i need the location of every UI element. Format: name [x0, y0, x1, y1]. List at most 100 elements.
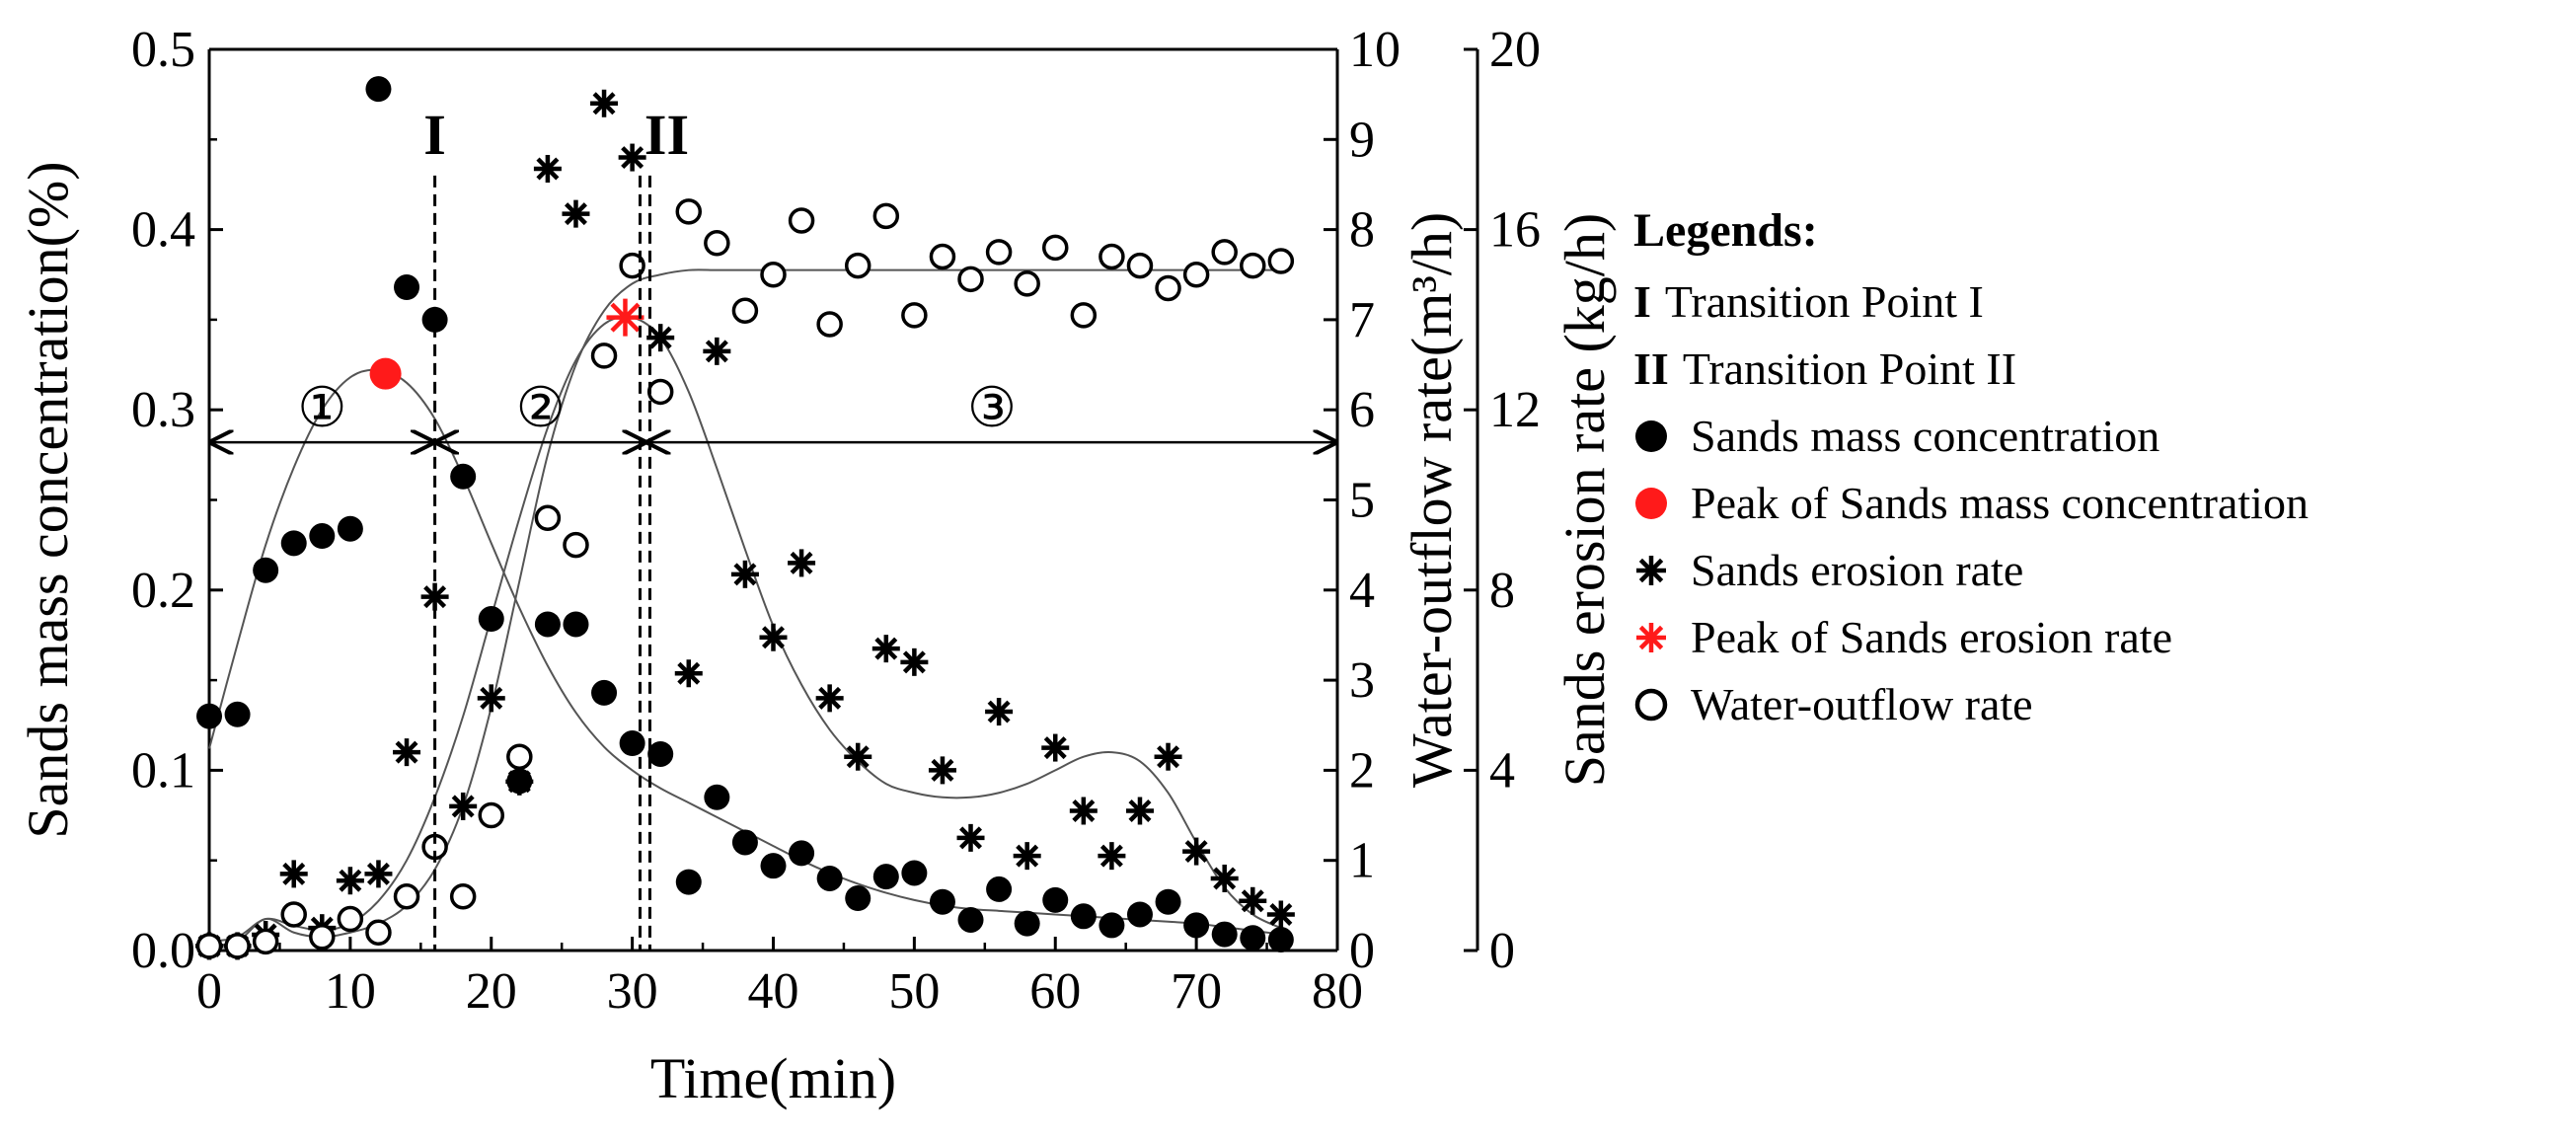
- data-point: [986, 876, 1013, 902]
- legend-label: Sands mass concentration: [1691, 411, 2160, 461]
- data-point: [590, 343, 618, 369]
- legend-item-transition-1: I Transition Point I: [1633, 268, 2309, 336]
- data-point: [309, 523, 336, 550]
- legend-item-outflow: Water-outflow rate: [1633, 671, 2309, 738]
- data-point: [1099, 912, 1125, 939]
- data-point: [1014, 910, 1040, 937]
- data-point: [985, 698, 1014, 726]
- data-point: [957, 266, 984, 293]
- red-filled-circle-icon: [1633, 484, 1691, 523]
- legend-label: Peak of Sands mass concentration: [1691, 478, 2309, 528]
- data-point: [364, 860, 393, 888]
- y-tick-label: 0.0: [131, 923, 195, 979]
- data-point: [1240, 925, 1266, 952]
- y-tick-label: 0.5: [131, 22, 195, 78]
- series-sands-erosion-rate: [195, 89, 1295, 960]
- data-point: [280, 530, 307, 557]
- data-point: [1182, 837, 1211, 866]
- data-point: [1069, 797, 1098, 825]
- data-point: [563, 531, 589, 559]
- data-point: [309, 924, 336, 951]
- data-point: [900, 647, 929, 676]
- asterisk-stroke: [1184, 840, 1208, 864]
- data-point: [337, 515, 363, 542]
- y-right2-tick-label: 0: [1489, 923, 1515, 979]
- x-tick-label: 50: [888, 963, 940, 1020]
- data-point: [871, 635, 900, 663]
- y-right1-tick-label: 6: [1349, 382, 1375, 438]
- data-point: [1240, 252, 1266, 279]
- asterisk-stroke: [1241, 889, 1264, 913]
- fit-curve-sands-erosion-rate-fit: [208, 315, 1282, 943]
- axes: 0 10 20 30 40 50 60 70 800.00.10.20.30.40.501234…: [16, 22, 1617, 1110]
- y-right1-tick-label: 2: [1349, 742, 1375, 799]
- data-point: [195, 933, 223, 959]
- legend-item-erosion-peak: Peak of Sands erosion rate: [1633, 604, 2309, 671]
- data-point: [1182, 262, 1210, 288]
- stage-label: ③: [967, 378, 1017, 439]
- filled-circle-icon: [1633, 417, 1691, 456]
- y-right1-tick-label: 4: [1349, 563, 1375, 619]
- data-point: [1267, 927, 1294, 953]
- data-point: [760, 853, 787, 879]
- data-point: [789, 840, 815, 867]
- asterisk-stroke: [339, 869, 362, 892]
- asterisk-stroke: [507, 770, 531, 794]
- data-point: [1211, 921, 1238, 948]
- asterisk-stroke: [564, 202, 587, 226]
- asterisk-stroke: [1638, 625, 1664, 650]
- data-point: [1211, 239, 1238, 266]
- legend-label: Water-outflow rate: [1691, 679, 2033, 729]
- y-right1-tick-label: 9: [1349, 112, 1375, 168]
- data-point: [1014, 270, 1040, 297]
- data-point: [731, 829, 758, 856]
- transition-label: II: [644, 103, 689, 167]
- y-right2-tick-label: 8: [1489, 563, 1515, 619]
- legend-item-concentration-peak: Peak of Sands mass concentration: [1633, 470, 2309, 537]
- series-peak-of-sands-erosion-rate: [606, 298, 644, 337]
- transition-label: I: [423, 103, 446, 167]
- data-point: [224, 933, 251, 959]
- legend-item-concentration: Sands mass concentration: [1633, 403, 2309, 470]
- legend-label: Sands erosion rate: [1691, 545, 2024, 595]
- data-point: [224, 701, 251, 727]
- data-point: [816, 865, 843, 891]
- data-point: [1155, 888, 1181, 915]
- y-tick-label: 0.4: [131, 202, 195, 259]
- data-point: [816, 311, 843, 338]
- y-right2-tick-label: 12: [1489, 382, 1541, 438]
- asterisk-stroke: [1269, 902, 1293, 926]
- data-point: [252, 928, 279, 955]
- data-point: [704, 784, 730, 810]
- legend-item-erosion: Sands erosion rate: [1633, 537, 2309, 604]
- data-point: [534, 504, 562, 532]
- asterisk-stroke: [1128, 799, 1152, 822]
- data-point: [279, 860, 308, 888]
- y-right1-tick-label: 7: [1349, 292, 1375, 348]
- data-point: [369, 357, 402, 390]
- legend-item-transition-2: II Transition Point II: [1633, 336, 2309, 403]
- asterisk-stroke: [987, 700, 1011, 723]
- x-tick-label: 80: [1312, 963, 1363, 1020]
- asterisk-stroke: [1072, 799, 1096, 822]
- fit-curve-water-outflow-rate-fit: [208, 268, 1281, 948]
- y-tick-label: 0.1: [131, 742, 195, 799]
- legend-title: Legends:: [1633, 204, 1818, 257]
- asterisk-icon: [1633, 551, 1691, 590]
- data-point: [731, 297, 759, 325]
- asterisk-stroke: [959, 826, 983, 850]
- data-marks: [195, 76, 1295, 960]
- asterisk-stroke: [592, 92, 616, 115]
- legend-key-transition-2: II: [1633, 343, 1669, 394]
- asterisk-stroke: [1157, 745, 1180, 769]
- data-point: [759, 623, 788, 651]
- legend: Legends: I Transition Point I II Transit…: [1633, 197, 2309, 738]
- asterisk-stroke: [610, 302, 641, 333]
- y-right1-tick-label: 8: [1349, 202, 1375, 259]
- y-axis-label-right1: Water-outflow rate(m³/h): [1400, 212, 1464, 788]
- stage-label: ①: [297, 378, 346, 439]
- data-point: [646, 378, 674, 406]
- data-point: [1070, 302, 1098, 329]
- data-point: [505, 767, 534, 796]
